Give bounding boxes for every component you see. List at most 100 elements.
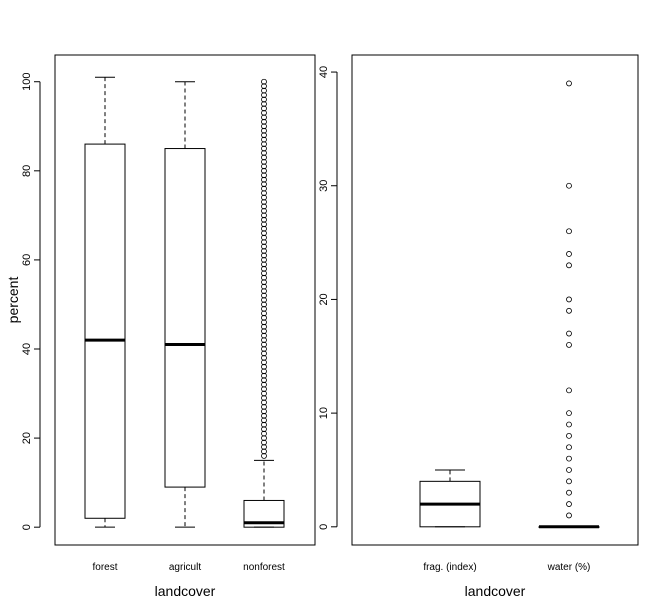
outlier-point — [261, 243, 267, 250]
outlier-point — [261, 252, 267, 259]
right-boxplot-panel: 0 10 20 30 40 frag. (index) water (%) landcover — [318, 54, 639, 599]
outlier-point — [261, 150, 267, 156]
outlier-point — [261, 310, 267, 317]
x-tick-label: nonforest — [243, 562, 285, 573]
outlier-point — [566, 182, 572, 189]
outlier-point — [261, 444, 267, 450]
outlier-point — [261, 163, 267, 170]
outlier-point — [261, 399, 267, 406]
outlier-point — [566, 501, 572, 507]
outlier-point — [566, 467, 572, 473]
outlier-point — [261, 412, 267, 419]
outlier-point — [261, 390, 267, 397]
outlier-point — [566, 410, 572, 417]
box-forest — [84, 76, 126, 528]
outlier-point — [261, 426, 267, 433]
y-tick-label: 80 — [21, 165, 33, 177]
outlier-point — [261, 167, 267, 174]
outlier-point — [261, 395, 267, 401]
outlier-point — [261, 368, 267, 375]
outlier-point — [261, 87, 267, 94]
outlier-point — [261, 96, 267, 103]
outlier-point — [261, 105, 267, 112]
outlier-point — [261, 127, 267, 134]
outlier-point — [261, 301, 267, 308]
outlier-point — [261, 118, 267, 125]
y-tick-label: 30 — [318, 180, 330, 192]
box-iqr — [84, 143, 126, 519]
outlier-point — [566, 342, 572, 348]
outlier-point — [261, 319, 267, 326]
outlier-point — [261, 381, 267, 388]
outlier-point — [261, 314, 267, 321]
x-tick-label: water (%) — [547, 562, 591, 573]
box-water — [538, 80, 600, 529]
outlier-point — [566, 512, 572, 519]
outlier-point — [261, 159, 267, 165]
outlier-point — [261, 377, 267, 384]
outlier-point — [566, 80, 572, 87]
outlier-point — [261, 408, 267, 415]
y-tick-label: 20 — [318, 293, 330, 305]
outlier-point — [566, 228, 572, 235]
x-axis-title: landcover — [155, 583, 216, 599]
outlier-point — [566, 489, 572, 496]
outlier-point — [261, 208, 267, 214]
outlier-point — [261, 221, 267, 228]
outlier-point — [566, 251, 572, 257]
outlier-point — [261, 448, 267, 455]
left-boxplot-panel: 0 20 40 60 80 100 forest agricult nonforest landc… — [5, 54, 316, 599]
outlier-point — [261, 328, 267, 335]
outlier-point — [261, 101, 267, 107]
outlier-point — [566, 455, 572, 462]
plot-frame — [54, 54, 316, 546]
x-tick-label: agricult — [169, 562, 201, 573]
outlier-point — [261, 92, 267, 98]
outlier-point — [261, 292, 267, 299]
outlier-point — [261, 257, 267, 263]
outlier-point — [261, 372, 267, 379]
outlier-point — [261, 181, 267, 188]
outlier-point — [261, 136, 267, 143]
box-agricult — [164, 81, 206, 528]
y-tick-label: 100 — [21, 73, 33, 91]
outlier-point — [261, 176, 267, 183]
outlier-point — [261, 185, 267, 192]
y-tick-label: 10 — [318, 407, 330, 419]
y-tick-label: 20 — [21, 432, 33, 444]
x-axis-title: landcover — [465, 583, 526, 599]
outlier-point — [566, 387, 572, 394]
outlier-point — [261, 323, 267, 330]
outlier-point — [566, 330, 572, 337]
outlier-point — [261, 297, 267, 303]
outlier-point — [261, 212, 267, 219]
outlier-point — [261, 288, 267, 294]
plot-frame — [351, 54, 639, 546]
outlier-point — [261, 265, 267, 272]
outlier-point — [261, 435, 267, 441]
outlier-point — [261, 332, 267, 339]
outlier-point — [261, 306, 267, 312]
outlier-point — [261, 203, 267, 210]
outlier-point — [261, 350, 267, 357]
outlier-point — [261, 283, 267, 290]
outlier-point — [261, 110, 267, 116]
outlier-point — [261, 248, 267, 254]
outlier-point — [261, 439, 267, 446]
outlier-point — [261, 78, 267, 85]
outlier-point — [261, 386, 267, 392]
outlier-point — [261, 274, 267, 281]
x-tick-label: forest — [92, 562, 117, 573]
outlier-point — [261, 417, 267, 424]
box-frag-index — [419, 469, 481, 528]
outlier-point — [261, 453, 267, 459]
outlier-point — [261, 145, 267, 152]
outlier-point — [261, 341, 267, 348]
y-tick-label: 40 — [318, 66, 330, 78]
outlier-point — [566, 421, 572, 428]
box-iqr — [164, 148, 206, 488]
outlier-point — [261, 270, 267, 277]
outlier-point — [566, 296, 572, 303]
outlier-point — [261, 83, 267, 90]
